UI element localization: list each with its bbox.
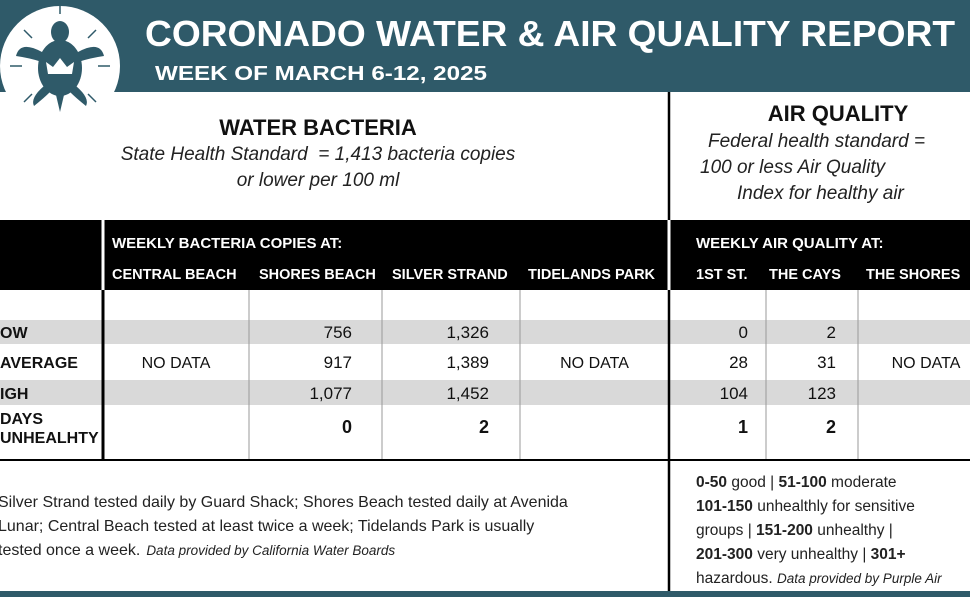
air-note-segment: hazardous. xyxy=(696,570,777,587)
cell-value: 1,077 xyxy=(309,384,352,403)
column-header: SHORES BEACH xyxy=(259,267,376,283)
air-note-line: hazardous. Data provided by Purple Air xyxy=(696,570,942,587)
cell-value: 2 xyxy=(826,417,836,437)
no-data: NO DATA xyxy=(142,355,211,372)
air-standard: 100 or less Air Quality xyxy=(700,157,887,178)
cell-value: 2 xyxy=(479,417,489,437)
title: CORONADO WATER & AIR QUALITY REPORT xyxy=(145,13,955,54)
column-header: SILVER STRAND xyxy=(392,267,508,283)
air-note-line: 201-300 very unhealthy | 301+ xyxy=(696,546,906,563)
air-note-segment: 201-300 xyxy=(696,546,753,563)
air-note-segment: 0-50 xyxy=(696,474,727,491)
air-note-segment: 301+ xyxy=(871,546,906,563)
row-shade xyxy=(0,380,970,405)
column-header: CENTRAL BEACH xyxy=(112,267,237,283)
water-note: tested once a week. xyxy=(0,542,140,559)
cell-value: 2 xyxy=(827,323,836,342)
water-source: Data provided by California Water Boards xyxy=(146,543,395,558)
logo xyxy=(0,2,120,126)
cell-value: 31 xyxy=(817,353,836,372)
row-label: DAYS xyxy=(0,411,43,428)
air-note-segment: 151-200 xyxy=(756,522,813,539)
water-standard: or lower per 100 ml xyxy=(237,170,400,191)
cell-value: 0 xyxy=(739,323,748,342)
column-header: 1ST ST. xyxy=(696,267,748,283)
row-label: IGH xyxy=(0,386,28,403)
air-note-line: 101-150 unhealthly for sensitive xyxy=(696,498,915,515)
row-label: UNHEALHTY xyxy=(0,430,99,447)
footer-band xyxy=(0,591,970,597)
air-group: WEEKLY AIR QUALITY AT: xyxy=(696,235,884,252)
water-standard: State Health Standard = 1,413 bacteria c… xyxy=(121,144,516,165)
cell-value: 1 xyxy=(738,417,748,437)
air-note-segment: very unhealthy | xyxy=(753,546,871,563)
cell-value: 123 xyxy=(808,384,836,403)
column-header: TIDELANDS PARK xyxy=(528,267,656,283)
cell-value: 1,452 xyxy=(446,384,489,403)
water-heading: WATER BACTERIA xyxy=(219,115,417,140)
table-grid xyxy=(248,290,859,460)
cell-value: 917 xyxy=(324,353,352,372)
air-note-segment: moderate xyxy=(827,474,897,491)
air-note-line: groups | 151-200 unhealthy | xyxy=(696,522,893,539)
cell-value: 104 xyxy=(720,384,748,403)
subtitle: WEEK OF MARCH 6-12, 2025 xyxy=(155,63,487,85)
cell-value: 756 xyxy=(324,323,352,342)
air-note-segment: 51-100 xyxy=(778,474,826,491)
table-header-band xyxy=(0,220,970,290)
water-group: WEEKLY BACTERIA COPIES AT: xyxy=(112,235,342,252)
cell-value: 1,326 xyxy=(446,323,489,342)
cell-value: 28 xyxy=(729,353,748,372)
cell-value: 1,389 xyxy=(446,353,489,372)
air-note-line: 0-50 good | 51-100 moderate xyxy=(696,474,897,491)
air-note-segment: groups | xyxy=(696,522,756,539)
air-heading: AIR QUALITY xyxy=(768,101,909,126)
row-label: AVERAGE xyxy=(0,355,78,372)
no-data: NO DATA xyxy=(892,355,961,372)
water-note: Lunar; Central Beach tested at least twi… xyxy=(0,518,534,535)
air-note-segment: unhealthy | xyxy=(813,522,893,539)
air-note-segment: 101-150 xyxy=(696,498,753,515)
air-note-segment: unhealthly for sensitive xyxy=(753,498,915,515)
cell-value: 0 xyxy=(342,417,352,437)
column-header: THE CAYS xyxy=(769,267,841,283)
air-note-segment: good | xyxy=(727,474,778,491)
air-note-segment: Data provided by Purple Air xyxy=(777,571,942,586)
row-shade xyxy=(0,320,970,344)
air-standard: Index for healthy air xyxy=(737,183,905,204)
column-header: THE SHORES xyxy=(866,267,961,283)
air-standard: Federal health standard = xyxy=(708,131,925,152)
header-band xyxy=(0,0,970,92)
no-data: NO DATA xyxy=(560,355,629,372)
water-note: Silver Strand tested daily by Guard Shac… xyxy=(0,494,568,511)
row-label: OW xyxy=(0,325,28,342)
